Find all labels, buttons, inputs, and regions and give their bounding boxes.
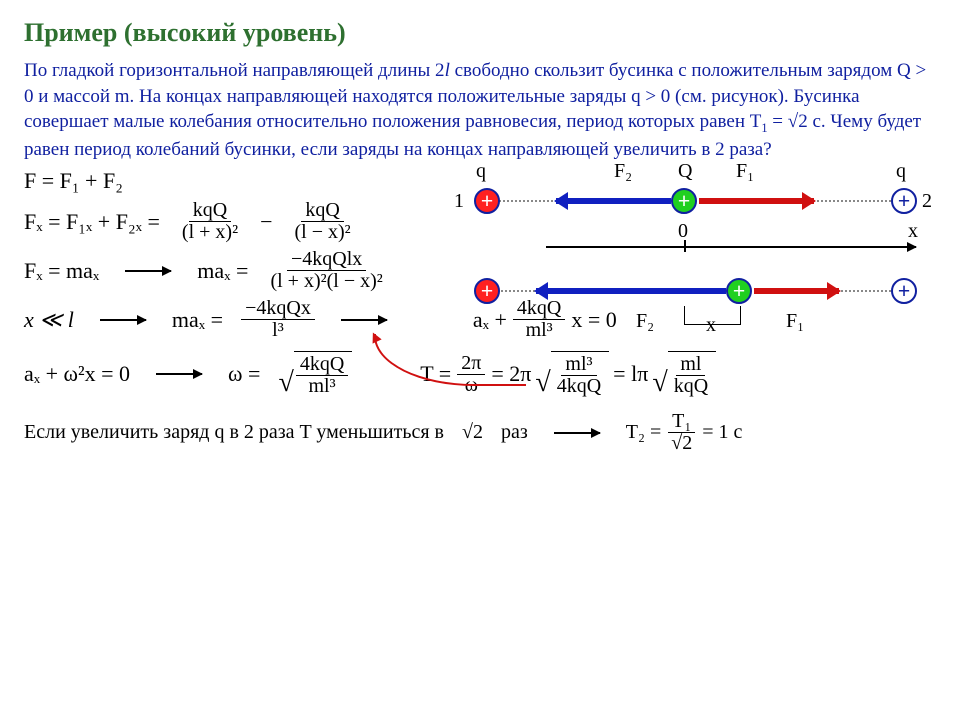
eq1-text: F = F₁ + F₂ [24,168,123,194]
conclusion-row: Если увеличить заряд q в 2 раза T уменьш… [24,411,936,454]
label-q-right: q [896,160,906,183]
arrow-icon [554,432,600,434]
eq2-frac2: kqQ (l − x)² [291,200,355,243]
concl-sqrt2: √2 [462,421,483,444]
charge-q-left-1: + [474,188,500,214]
force-f2-row2 [536,288,726,294]
eq5-omega-label: ω = [228,361,260,387]
page-title: Пример (высокий уровень) [24,18,936,48]
minus-sign: − [260,209,272,235]
label-one: 1 [454,190,464,213]
eq5-sqrt: √ 4kqQ ml³ [278,351,352,397]
eq4-rhs-label: maₓ = [172,307,223,333]
eq5-shm: aₓ + ω²x = 0 [24,361,130,387]
force-diagram: + + + q F₂ Q F₁ q 1 2 0 x + + + F₂ F₁ x [456,158,936,378]
eq2-lhs: Fₓ = F₁ₓ + F₂ₓ = [24,209,160,235]
eq3-rhs-label: maₓ = [197,258,248,284]
label-q-left: q [476,160,486,183]
arrow-icon [100,319,146,321]
label-f1-row1: F₁ [736,160,754,183]
problem-text: По гладкой горизонтальной направляющей д… [24,58,936,162]
force-f1-row2 [754,288,839,294]
label-Q: Q [678,160,692,183]
label-x-axis: x [908,220,918,243]
arrow-icon [341,319,387,321]
guide-dotted-2r [836,290,891,292]
arrow-icon [125,270,171,272]
concl-text-r: раз [501,421,528,444]
charge-q-right-1: + [891,188,917,214]
arrow-icon [156,373,202,375]
label-two: 2 [922,190,932,213]
label-zero: 0 [678,220,688,243]
concl-eq: T₂ = T₁ √2 = 1 c [626,411,743,454]
eq3-frac: −4kqQlx (l + x)²(l − x)² [266,249,386,292]
label-f2-row1: F₂ [614,160,632,183]
content-area: + + + q F₂ Q F₁ q 1 2 0 x + + + F₂ F₁ x … [24,168,936,454]
eq4-cond: x ≪ l [24,307,74,333]
x-axis [546,246,916,248]
concl-text-l: Если увеличить заряд q в 2 раза T уменьш… [24,421,444,444]
charge-Q-row1: + [671,188,697,214]
force-f1-row1 [699,198,814,204]
eq4-frac: −4kqQx l³ [241,298,315,341]
eq3-lhs: Fₓ = maₓ [24,258,99,284]
force-f2-row1 [556,198,671,204]
eq2-frac1: kqQ (l + x)² [178,200,242,243]
eq-small-x: x ≪ l maₓ = −4kqQx l³ aₓ + 4kqQ ml³ x = … [24,298,936,341]
